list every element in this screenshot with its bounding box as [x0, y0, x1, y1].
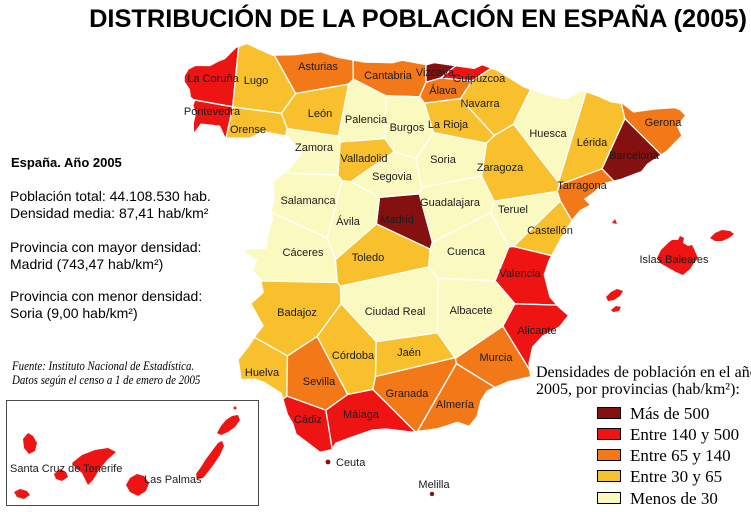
svg-text:Ávila: Ávila — [336, 215, 361, 228]
svg-text:Pontevedra: Pontevedra — [184, 106, 241, 118]
svg-text:Soria: Soria — [430, 154, 457, 166]
svg-text:Valladolid: Valladolid — [341, 153, 388, 165]
svg-text:Madrid: Madrid — [380, 214, 414, 226]
svg-text:Ceuta: Ceuta — [336, 457, 366, 469]
svg-text:Zaragoza: Zaragoza — [477, 162, 524, 174]
svg-text:La Coruña: La Coruña — [187, 73, 239, 85]
svg-text:Guipúzcoa: Guipúzcoa — [453, 73, 506, 85]
svg-text:Granada: Granada — [386, 388, 430, 400]
svg-text:Cádiz: Cádiz — [294, 414, 322, 426]
svg-text:Alicante: Alicante — [517, 325, 556, 337]
svg-text:León: León — [308, 108, 332, 120]
svg-text:Vizcaya: Vizcaya — [416, 67, 455, 79]
svg-text:Guadalajara: Guadalajara — [420, 197, 481, 209]
svg-text:Santa Cruz de Tenerife: Santa Cruz de Tenerife — [10, 463, 122, 475]
svg-text:Palencia: Palencia — [345, 114, 388, 126]
svg-text:Castellón: Castellón — [527, 225, 573, 237]
svg-text:Las Palmas: Las Palmas — [144, 474, 202, 486]
svg-text:Badajoz: Badajoz — [277, 307, 317, 319]
svg-text:Álava: Álava — [429, 84, 457, 97]
svg-text:Lugo: Lugo — [244, 75, 268, 87]
svg-text:Islas Baleares: Islas Baleares — [639, 254, 709, 266]
svg-text:Huesca: Huesca — [529, 128, 567, 140]
svg-text:Tarragona: Tarragona — [557, 180, 607, 192]
svg-text:Murcia: Murcia — [479, 352, 513, 364]
svg-text:Jaén: Jaén — [397, 347, 421, 359]
svg-text:La Rioja: La Rioja — [428, 119, 469, 131]
svg-text:Albacete: Albacete — [450, 305, 493, 317]
svg-text:Gerona: Gerona — [645, 117, 683, 129]
svg-text:Valencia: Valencia — [499, 268, 541, 280]
svg-text:Segovia: Segovia — [372, 171, 413, 183]
svg-text:Burgos: Burgos — [390, 122, 425, 134]
svg-text:Melilla: Melilla — [418, 479, 450, 491]
svg-text:Salamanca: Salamanca — [280, 195, 336, 207]
svg-text:Cantabria: Cantabria — [364, 70, 413, 82]
svg-text:Sevilla: Sevilla — [303, 376, 336, 388]
svg-text:Ciudad Real: Ciudad Real — [365, 306, 426, 318]
svg-text:Almería: Almería — [436, 399, 475, 411]
svg-text:Zamora: Zamora — [295, 142, 334, 154]
svg-text:Orense: Orense — [230, 124, 266, 136]
svg-text:Navarra: Navarra — [460, 98, 500, 110]
svg-text:Córdoba: Córdoba — [332, 350, 375, 362]
svg-text:Huelva: Huelva — [245, 367, 280, 379]
svg-text:Cáceres: Cáceres — [283, 247, 324, 259]
svg-text:Lérida: Lérida — [577, 137, 608, 149]
svg-text:Asturias: Asturias — [298, 61, 338, 73]
svg-text:Barcelona: Barcelona — [609, 150, 659, 162]
svg-text:Málaga: Málaga — [343, 409, 380, 421]
svg-text:Teruel: Teruel — [498, 204, 528, 216]
svg-text:Cuenca: Cuenca — [447, 246, 486, 258]
svg-text:Toledo: Toledo — [352, 252, 384, 264]
